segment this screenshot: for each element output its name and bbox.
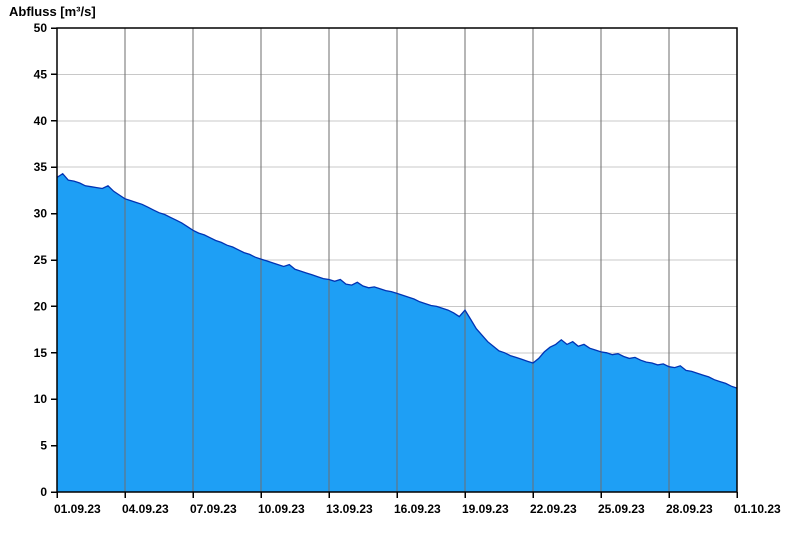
y-tick-label: 30 <box>34 207 48 221</box>
y-tick-label: 0 <box>40 485 47 499</box>
y-tick-label: 5 <box>40 439 47 453</box>
x-tick-label: 01.09.23 <box>54 502 101 516</box>
x-tick-label: 25.09.23 <box>598 502 645 516</box>
x-tick-label: 19.09.23 <box>462 502 509 516</box>
x-tick-label: 10.09.23 <box>258 502 305 516</box>
y-tick-label: 45 <box>34 67 48 81</box>
x-tick-label: 28.09.23 <box>666 502 713 516</box>
chart-title: Abfluss [m³/s] <box>9 4 96 19</box>
y-tick-label: 35 <box>34 160 48 174</box>
x-tick-label: 13.09.23 <box>326 502 373 516</box>
x-tick-label: 16.09.23 <box>394 502 441 516</box>
y-tick-label: 40 <box>34 114 48 128</box>
discharge-line <box>56 172 738 389</box>
y-tick-label: 25 <box>34 253 48 267</box>
x-tick-label: 01.10.23 <box>734 502 781 516</box>
x-tick-label: 22.09.23 <box>530 502 577 516</box>
y-tick-label: 50 <box>34 21 48 35</box>
y-tick-label: 15 <box>34 346 48 360</box>
y-tick-label: 20 <box>34 299 48 313</box>
x-tick-label: 07.09.23 <box>190 502 237 516</box>
y-tick-label: 10 <box>34 392 48 406</box>
x-tick-label: 04.09.23 <box>122 502 169 516</box>
